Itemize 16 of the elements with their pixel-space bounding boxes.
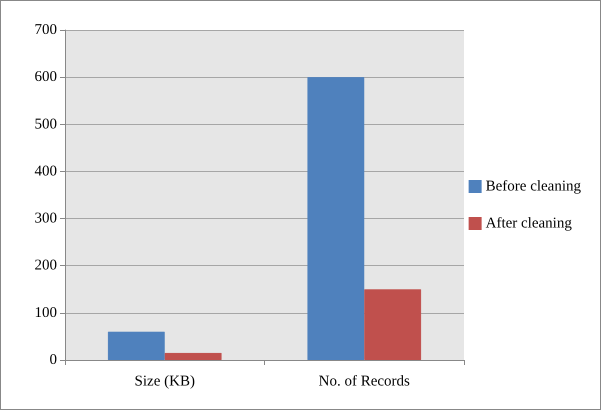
- bar: [108, 332, 165, 360]
- x-tick-label: Size (KB): [134, 374, 195, 390]
- y-tick-label: 100: [34, 304, 57, 321]
- x-tick-label: No. of Records: [318, 374, 410, 390]
- y-tick-label: 0: [50, 352, 57, 368]
- y-tick-label: 300: [34, 210, 57, 227]
- bar: [164, 352, 222, 360]
- legend-label: Before cleaning: [486, 178, 582, 194]
- y-tick-label: 700: [34, 22, 57, 38]
- legend-label: After cleaning: [486, 216, 572, 232]
- y-tick-label: 200: [34, 258, 57, 274]
- y-tick-label: 500: [34, 116, 57, 132]
- y-tick-label: 600: [34, 69, 57, 86]
- y-tick-label: 400: [34, 163, 57, 180]
- bar: [307, 77, 364, 360]
- bar: [364, 289, 422, 360]
